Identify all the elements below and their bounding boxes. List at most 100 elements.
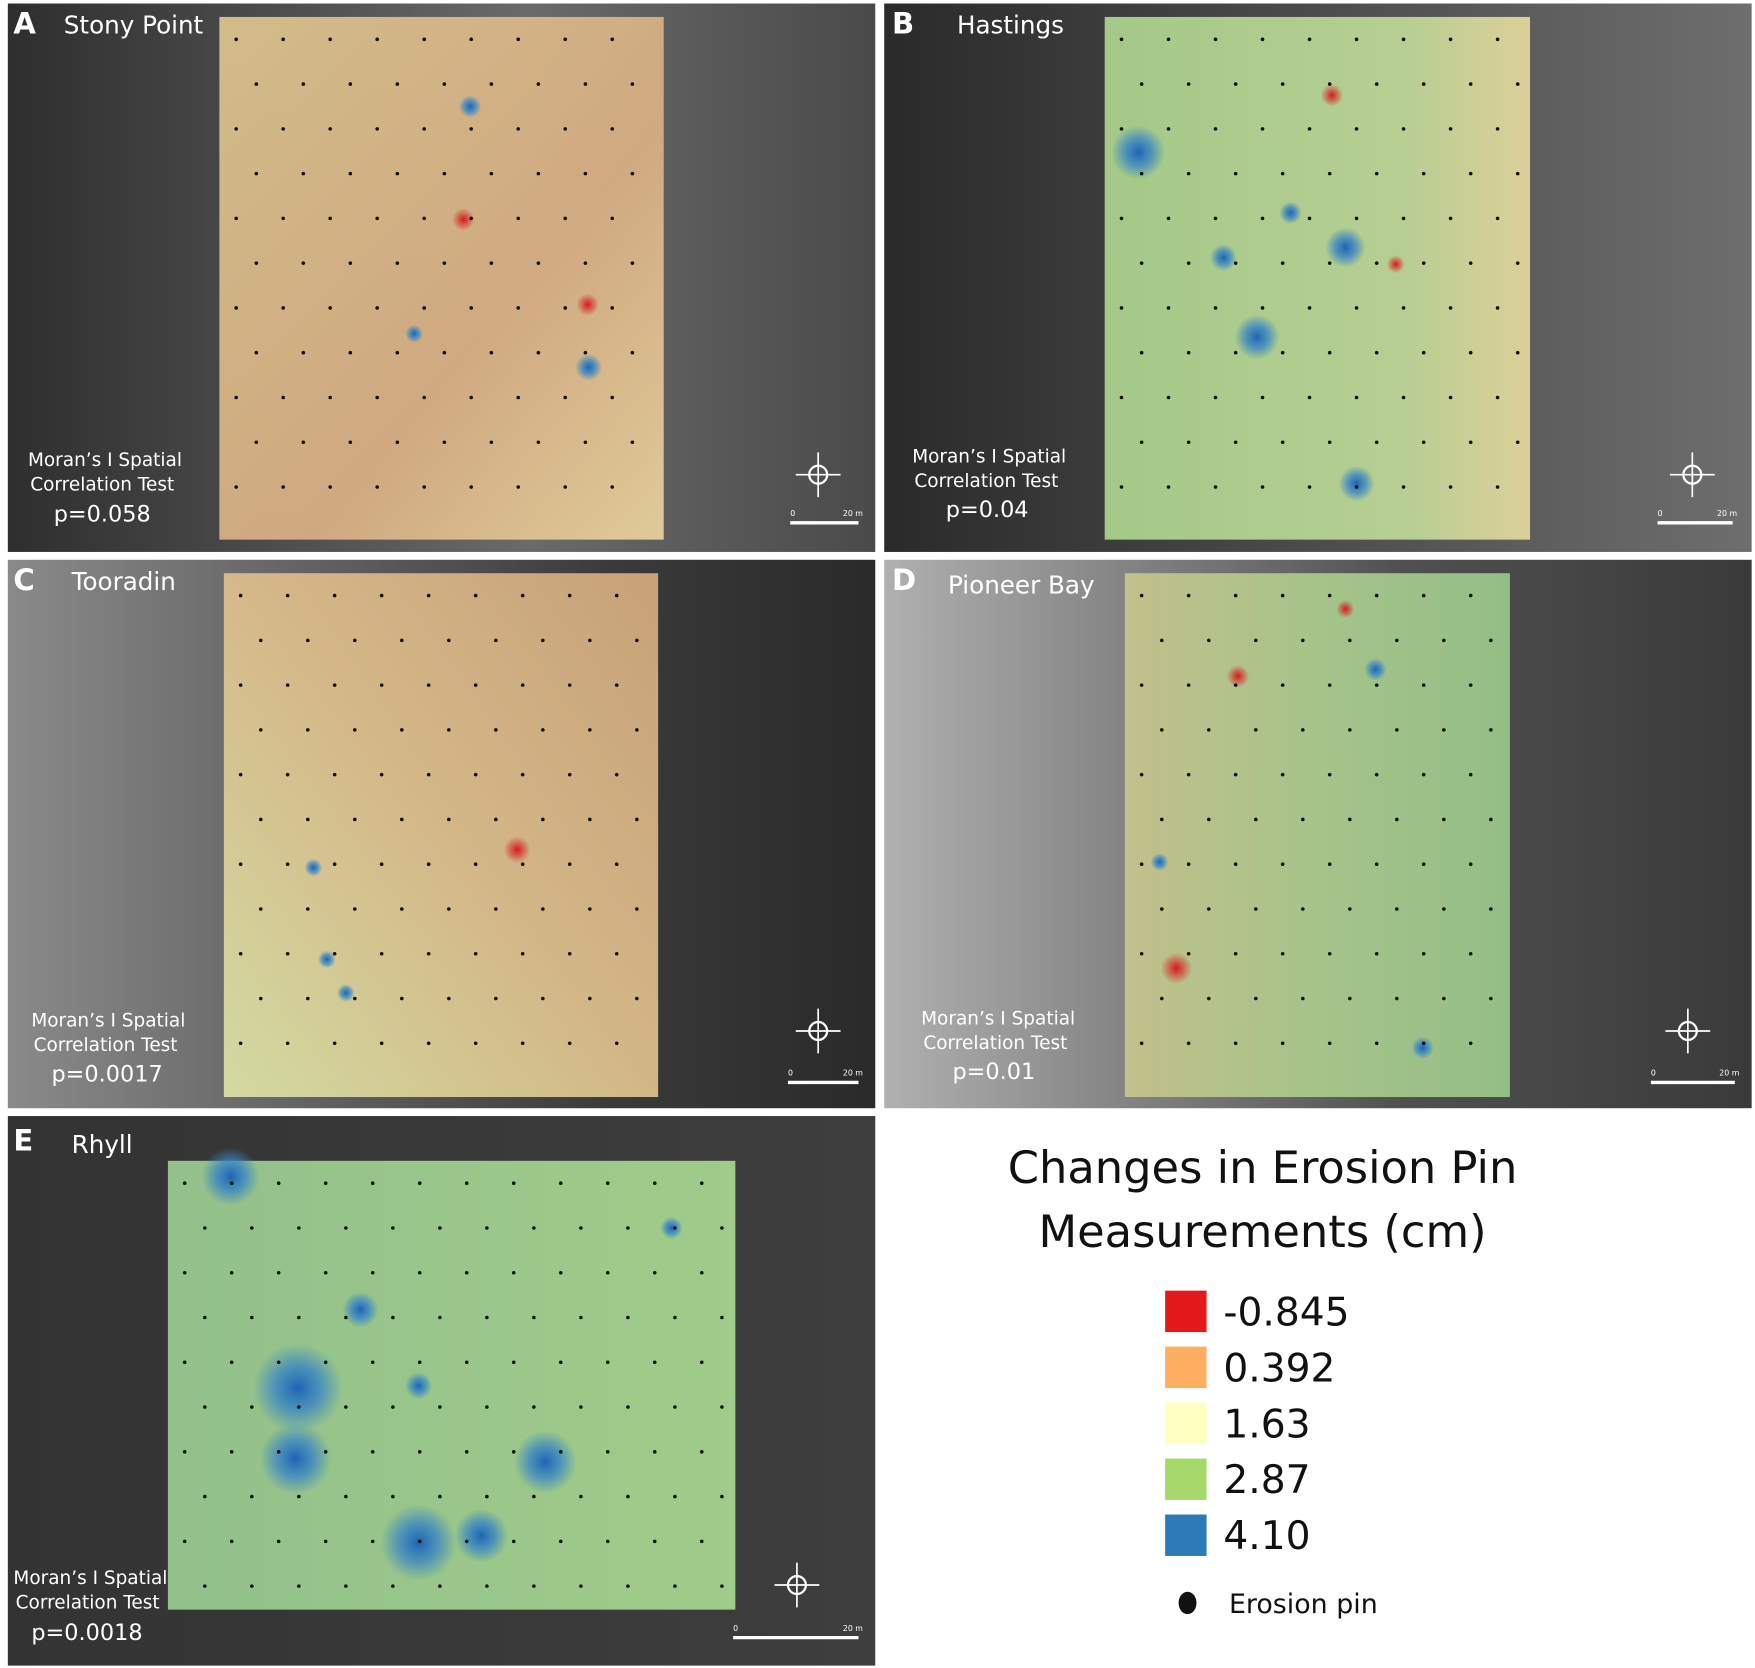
erosion-pin (567, 683, 572, 687)
erosion-pin (234, 127, 238, 131)
erosion-pin (328, 485, 332, 489)
erosion-pin (1374, 862, 1379, 867)
scale-label: 20 m (843, 1624, 863, 1633)
hotspot (1411, 1036, 1434, 1059)
erosion-pin (1374, 951, 1379, 956)
pin-label: Erosion pin (1229, 1589, 1378, 1620)
erosion-pin (1468, 1041, 1473, 1046)
erosion-pin (400, 638, 404, 643)
erosion-pin (422, 216, 426, 221)
erosion-pin (323, 1360, 328, 1365)
erosion-pin (1448, 127, 1453, 131)
erosion-pin (541, 817, 545, 822)
erosion-pin (1448, 306, 1453, 310)
erosion-pin (400, 996, 404, 1001)
legend-label: -0.845 (1223, 1290, 1349, 1335)
hotspot (259, 1422, 332, 1495)
hotspot (513, 1430, 577, 1494)
erosion-pin (1207, 817, 1211, 822)
erosion-pin (1186, 82, 1191, 86)
erosion-pin (1139, 1041, 1144, 1046)
erosion-pin (379, 1041, 384, 1046)
erosion-pin (344, 1226, 348, 1230)
erosion-pin (182, 1360, 187, 1365)
erosion-pin (489, 440, 494, 445)
erosion-pin (285, 772, 290, 777)
erosion-pin (1139, 261, 1144, 265)
erosion-pin (1421, 350, 1426, 355)
erosion-pin (238, 862, 243, 867)
erosion-pin (1166, 37, 1171, 42)
erosion-pin (375, 216, 379, 221)
erosion-pin (1213, 127, 1218, 131)
erosion-pin (1207, 907, 1211, 911)
hotspot (1226, 664, 1250, 688)
erosion-pin (344, 1315, 348, 1320)
erosion-pin (1354, 485, 1359, 489)
site-name: Rhyll (72, 1130, 133, 1159)
erosion-pin (375, 37, 379, 42)
erosion-pin (1233, 772, 1238, 777)
erosion-pin (447, 907, 451, 911)
erosion-pin (1307, 485, 1312, 489)
erosion-pin (567, 772, 572, 777)
erosion-pin (391, 1226, 395, 1230)
erosion-pin (285, 1041, 290, 1046)
legend-label: 1.63 (1223, 1402, 1310, 1447)
erosion-pin (614, 772, 619, 777)
erosion-pin (447, 996, 451, 1001)
test-label: Moran’s I Spatial (13, 1568, 167, 1589)
scale-label: 0 (788, 1069, 793, 1078)
erosion-pin (297, 1315, 301, 1320)
erosion-pin (1495, 395, 1500, 400)
map-panel: A Stony Point Moran’s I Spatial Correlation… (7, 3, 876, 552)
erosion-pin (379, 862, 384, 867)
erosion-pin (1213, 485, 1218, 489)
erosion-pin (699, 1450, 704, 1454)
erosion-pin (1468, 593, 1473, 598)
erosion-pin (1260, 395, 1265, 400)
erosion-pin (1233, 593, 1238, 598)
erosion-pin (469, 216, 473, 221)
erosion-pin (234, 485, 238, 489)
erosion-pin (1421, 440, 1426, 445)
erosion-pin (375, 127, 379, 131)
erosion-pin (281, 485, 285, 489)
erosion-pin (422, 395, 426, 400)
erosion-pin (254, 350, 259, 355)
test-label: Correlation Test (16, 1593, 160, 1614)
erosion-pin (306, 728, 310, 732)
erosion-pin (1468, 440, 1473, 445)
legend-label: 0.392 (1223, 1346, 1335, 1391)
erosion-pin (417, 1539, 422, 1544)
erosion-pin (203, 1226, 207, 1230)
erosion-pin (1327, 593, 1332, 598)
erosion-pin (1468, 862, 1473, 867)
erosion-pin (511, 1450, 516, 1454)
erosion-pin (1233, 350, 1238, 355)
erosion-pin (426, 593, 431, 598)
erosion-pin (281, 306, 285, 310)
erosion-pin (1374, 593, 1379, 598)
erosion-pin (1160, 638, 1164, 643)
erosion-pin (250, 1315, 254, 1320)
erosion-pin (323, 1539, 328, 1544)
erosion-pin (520, 593, 525, 598)
erosion-pin (614, 683, 619, 687)
erosion-pin (511, 1360, 516, 1365)
hotspot (1336, 600, 1355, 618)
erosion-pin (1327, 772, 1332, 777)
erosion-pin (563, 127, 568, 131)
erosion-pin (469, 485, 473, 489)
erosion-pin (1354, 395, 1359, 400)
erosion-pin (630, 171, 635, 176)
erosion-pin (610, 127, 615, 131)
erosion-pin (417, 1360, 422, 1365)
erosion-pin (395, 350, 400, 355)
erosion-pin (588, 907, 592, 911)
erosion-pin (605, 1270, 610, 1275)
erosion-pin (1213, 216, 1218, 221)
erosion-pin (1374, 261, 1379, 265)
erosion-pin (1260, 485, 1265, 489)
erosion-pin (229, 1181, 234, 1185)
